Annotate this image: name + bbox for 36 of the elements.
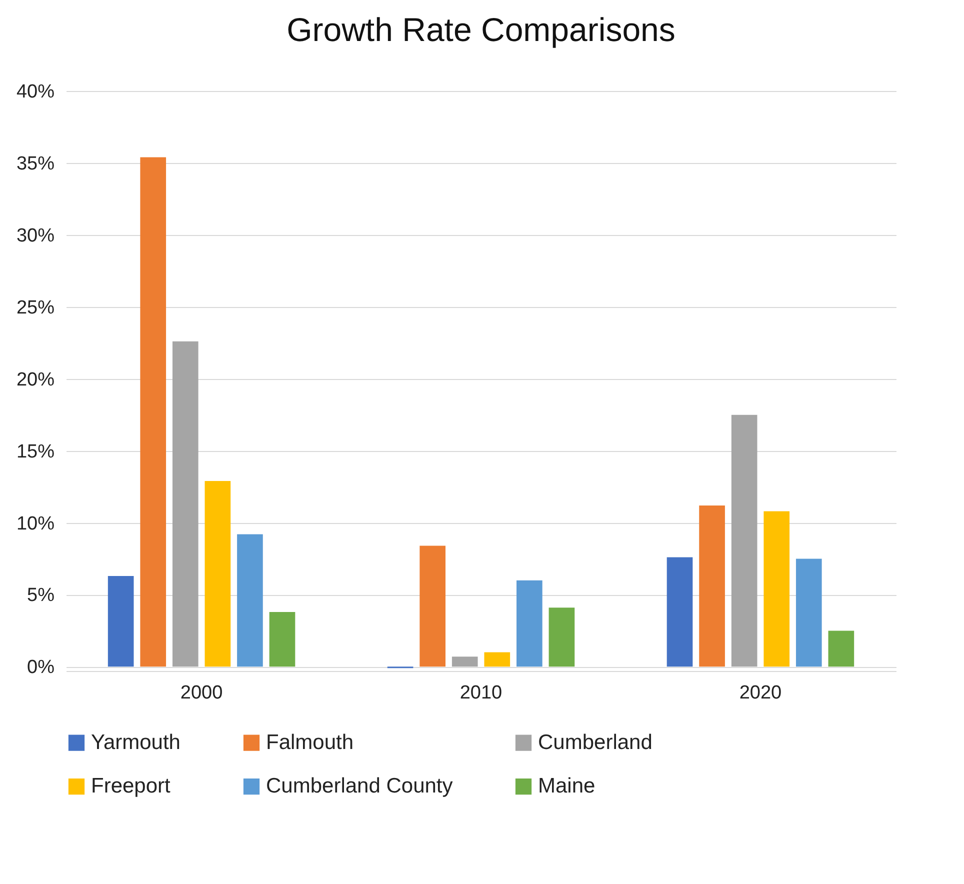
x-tick-label: 2020 [739,682,782,704]
y-tick-label: 5% [27,585,55,606]
y-tick-label: 35% [16,153,55,174]
bar [452,656,478,667]
bar [269,612,296,667]
legend-label: Cumberland County [266,774,454,798]
bar [516,580,542,667]
y-tick-label: 10% [16,513,55,534]
y-tick-label: 25% [16,297,55,318]
legend-label: Falmouth [266,730,354,754]
bar [172,341,198,667]
bar [108,576,134,667]
bar [699,505,725,667]
bar [548,608,575,667]
bar [237,534,263,667]
chart-title: Growth Rate Comparisons [286,11,676,48]
y-tick-label: 40% [16,82,55,102]
bar [666,557,693,667]
bar [420,546,446,667]
bar [731,414,758,667]
legend-label: Freeport [91,774,171,798]
bar [484,652,510,667]
y-tick-label: 15% [16,441,55,462]
legend-label: Maine [538,774,596,798]
bar [204,481,231,667]
x-tick-label: 2010 [460,682,502,704]
legend-label: Cumberland [538,730,652,754]
bar [796,558,822,667]
y-tick-label: 20% [16,369,55,390]
legend-label: Yarmouth [91,730,180,754]
bar [140,157,166,667]
y-tick-label: 30% [16,225,55,246]
x-tick-label: 2000 [180,682,223,704]
bar [764,511,790,667]
bar [828,630,854,667]
y-tick-label: 0% [27,657,55,678]
